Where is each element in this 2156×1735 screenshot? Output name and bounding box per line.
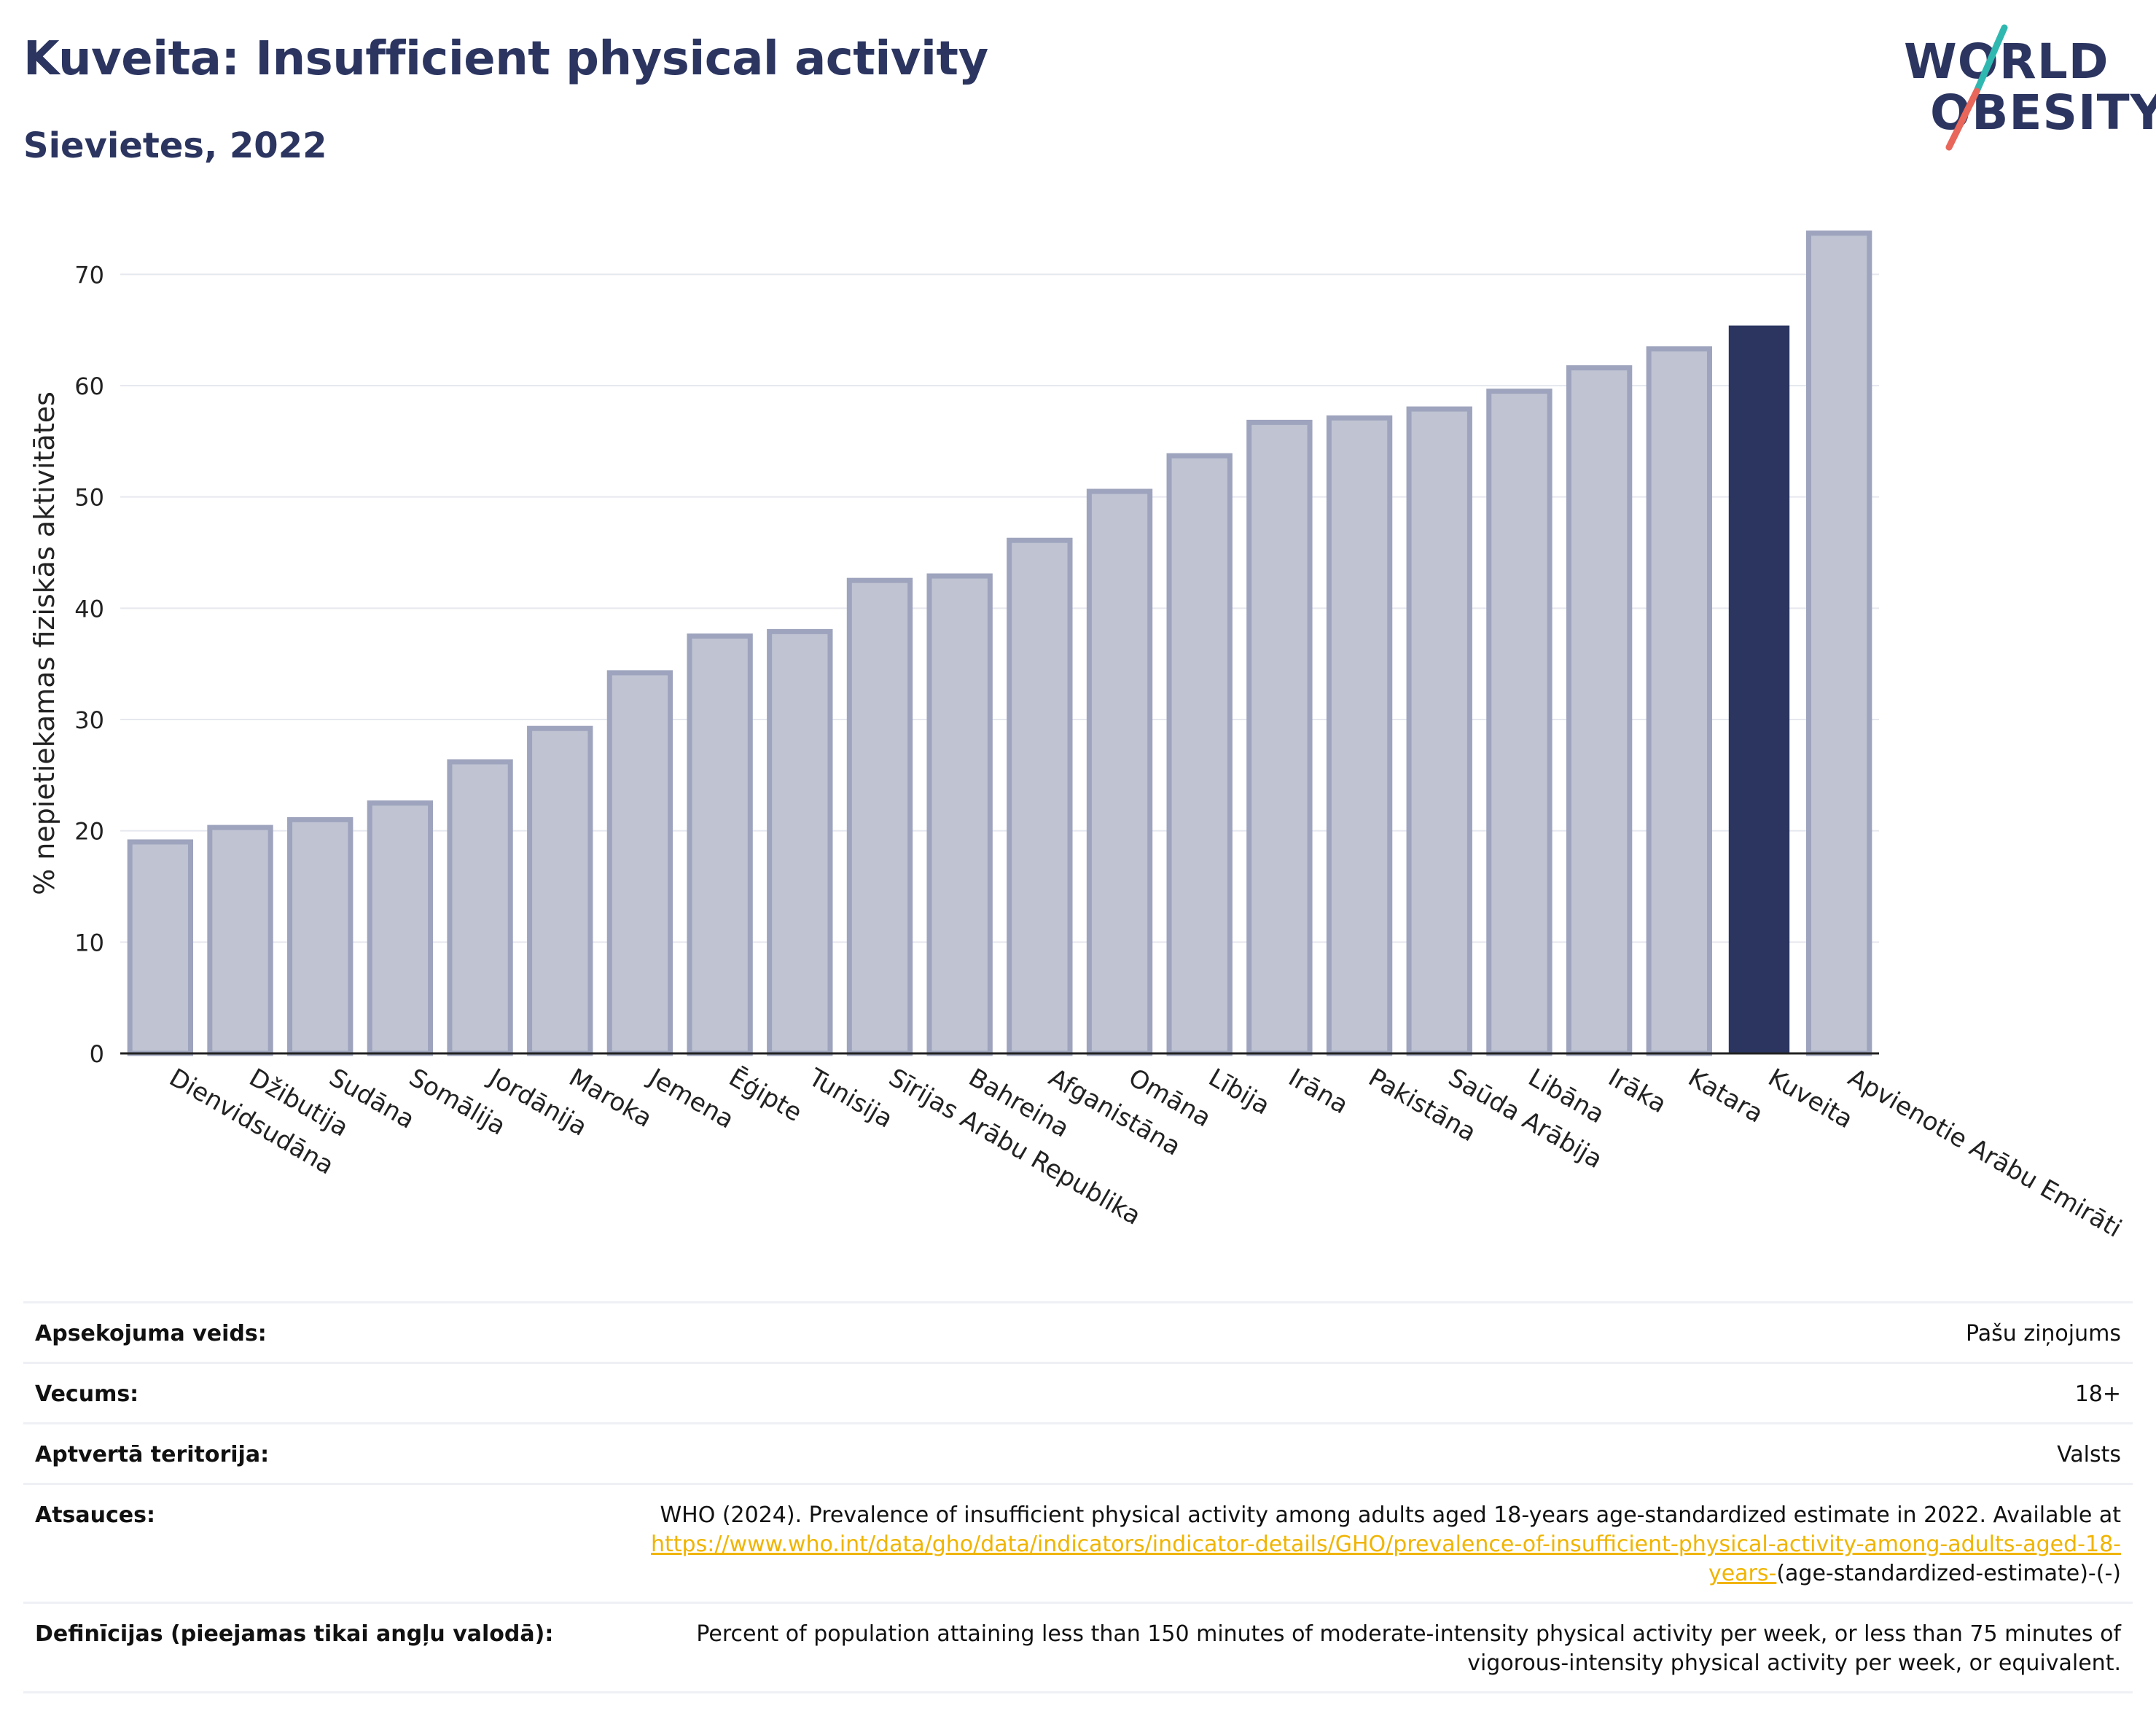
x-tick-label: Irāka (1604, 1063, 1671, 1119)
y-tick-label: 30 (74, 706, 104, 734)
bar-5[interactable] (527, 725, 593, 1056)
info-value: Percent of population attaining less tha… (696, 1621, 2121, 1676)
info-row-definitions: Definīcijas (pieejamas tikai angļu valod… (23, 1604, 2133, 1693)
bar-19[interactable] (1646, 346, 1712, 1056)
x-tick-label: Apvienotie Arābu Emirāti (1843, 1063, 2127, 1244)
bar-chart: 010203040506070DienvidsudānaDžibutijaSud… (28, 230, 2127, 1244)
x-tick-label: Katara (1683, 1063, 1768, 1128)
x-tick-label: Tunisija (803, 1063, 898, 1134)
chart-title: Kuveita: Insufficient physical activity (23, 32, 988, 86)
x-tick-label: Kuveita (1763, 1063, 1858, 1134)
bar-13[interactable] (1166, 453, 1233, 1056)
info-value: Pašu ziņojums (1966, 1321, 2121, 1346)
bar-16[interactable] (1406, 406, 1472, 1056)
x-tick-label: Irāna (1284, 1063, 1354, 1120)
info-row-age: Vecums: 18+ (23, 1364, 2133, 1424)
bar-6[interactable] (606, 670, 673, 1056)
bar-3[interactable] (367, 800, 434, 1056)
y-tick-label: 70 (74, 261, 104, 289)
y-tick-label: 50 (74, 484, 104, 512)
y-tick-label: 20 (74, 818, 104, 846)
y-tick-label: 0 (90, 1040, 104, 1068)
y-tick-label: 60 (74, 373, 104, 400)
chart-subtitle: Sievietes, 2022 (23, 125, 327, 166)
logo-line1: WORLD (1904, 34, 2109, 90)
bar-20[interactable] (1728, 325, 1790, 1053)
info-value: 18+ (2074, 1381, 2121, 1407)
info-row-survey-type: Apsekojuma veids: Pašu ziņojums (23, 1303, 2133, 1364)
bar-21[interactable] (1805, 230, 1872, 1056)
x-tick-label: Lībija (1203, 1063, 1275, 1120)
x-tick-label: Ēģipte (724, 1063, 807, 1128)
y-tick-label: 10 (74, 929, 104, 956)
bar-8[interactable] (767, 628, 833, 1056)
bar-1[interactable] (207, 824, 273, 1056)
bar-17[interactable] (1486, 389, 1552, 1056)
bar-18[interactable] (1566, 365, 1633, 1056)
bar-4[interactable] (447, 759, 513, 1056)
info-label: Vecums: (35, 1381, 139, 1407)
bar-9[interactable] (846, 577, 913, 1056)
reference-text: WHO (2024). Prevalence of insufficient p… (660, 1502, 2121, 1528)
bar-12[interactable] (1086, 488, 1153, 1056)
bar-2[interactable] (287, 816, 354, 1056)
bar-15[interactable] (1326, 415, 1393, 1056)
info-row-references: Atsauces: WHO (2024). Prevalence of insu… (23, 1485, 2133, 1604)
info-row-coverage: Aptvertā teritorija: Valsts (23, 1424, 2133, 1485)
world-obesity-logo[interactable]: WORLD OBESITY (1895, 22, 2156, 160)
info-value: Valsts (2057, 1442, 2121, 1467)
info-label: Apsekojuma veids: (35, 1321, 267, 1346)
x-tick-label: Jemena (643, 1062, 739, 1134)
bar-7[interactable] (687, 633, 753, 1056)
bars (127, 230, 1872, 1056)
y-axis-label: % nepietiekamas fiziskās aktivitātes (28, 391, 60, 895)
bar-10[interactable] (926, 573, 993, 1056)
info-label: Aptvertā teritorija: (35, 1442, 270, 1467)
info-value: WHO (2024). Prevalence of insufficient p… (590, 1501, 2121, 1588)
info-label: Atsauces: (35, 1502, 155, 1528)
info-label: Definīcijas (pieejamas tikai angļu valod… (35, 1621, 554, 1647)
bar-11[interactable] (1007, 537, 1073, 1056)
logo-slash-icon (1945, 24, 2008, 151)
reference-link[interactable]: https://www.who.int/data/gho/data/indica… (651, 1532, 2121, 1586)
info-table: Apsekojuma veids: Pašu ziņojums Vecums: … (23, 1301, 2133, 1693)
y-tick-label: 40 (74, 595, 104, 623)
reference-suffix: (age-standardized-estimate)-(-) (1776, 1561, 2121, 1586)
bar-0[interactable] (127, 839, 194, 1056)
bar-14[interactable] (1246, 419, 1313, 1056)
